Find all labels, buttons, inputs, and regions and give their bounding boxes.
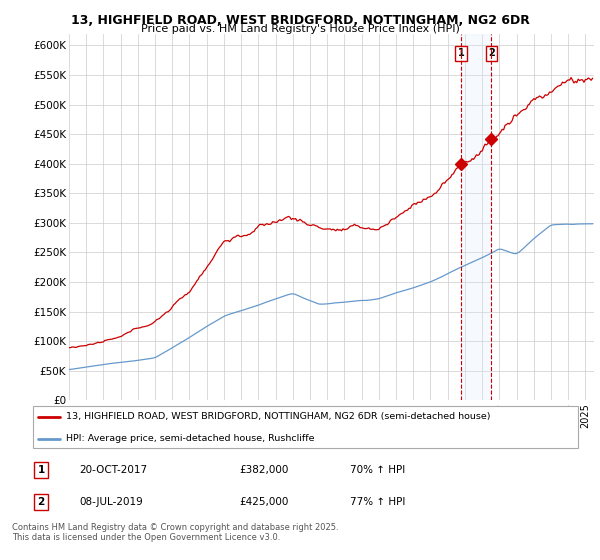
FancyBboxPatch shape xyxy=(33,405,578,449)
Text: 13, HIGHFIELD ROAD, WEST BRIDGFORD, NOTTINGHAM, NG2 6DR: 13, HIGHFIELD ROAD, WEST BRIDGFORD, NOTT… xyxy=(71,14,529,27)
Text: HPI: Average price, semi-detached house, Rushcliffe: HPI: Average price, semi-detached house,… xyxy=(66,435,314,444)
Text: 77% ↑ HPI: 77% ↑ HPI xyxy=(350,497,406,507)
Bar xyxy=(461,34,491,400)
Text: 2: 2 xyxy=(37,497,44,507)
Text: Contains HM Land Registry data © Crown copyright and database right 2025.
This d: Contains HM Land Registry data © Crown c… xyxy=(12,522,338,542)
Text: £382,000: £382,000 xyxy=(240,465,289,475)
Text: 2: 2 xyxy=(488,48,495,58)
Text: 1: 1 xyxy=(37,465,44,475)
Text: 20-OCT-2017: 20-OCT-2017 xyxy=(80,465,148,475)
Text: £425,000: £425,000 xyxy=(240,497,289,507)
Text: 1: 1 xyxy=(458,48,464,58)
Text: Price paid vs. HM Land Registry's House Price Index (HPI): Price paid vs. HM Land Registry's House … xyxy=(140,24,460,34)
Text: 13, HIGHFIELD ROAD, WEST BRIDGFORD, NOTTINGHAM, NG2 6DR (semi-detached house): 13, HIGHFIELD ROAD, WEST BRIDGFORD, NOTT… xyxy=(66,412,490,421)
Text: 08-JUL-2019: 08-JUL-2019 xyxy=(80,497,143,507)
Text: 70% ↑ HPI: 70% ↑ HPI xyxy=(350,465,406,475)
